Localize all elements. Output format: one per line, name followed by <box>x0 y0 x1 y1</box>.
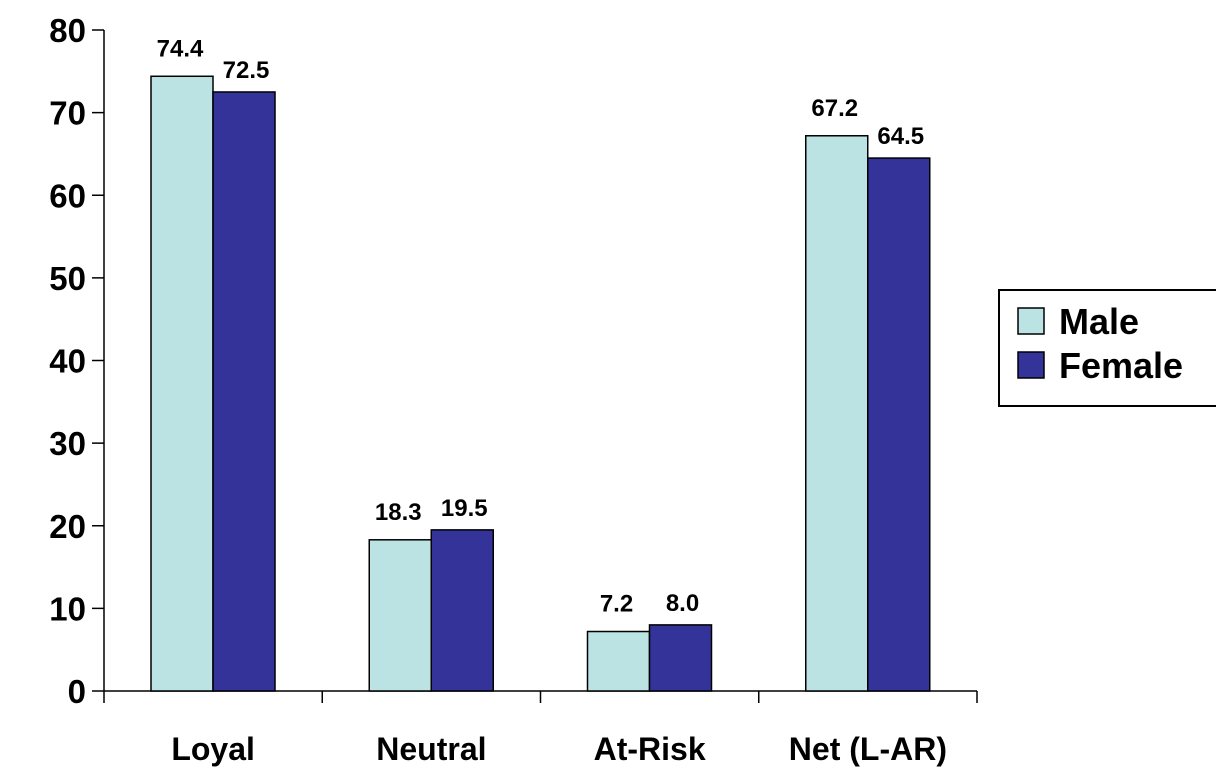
y-tick-label: 20 <box>49 508 86 545</box>
bar-female <box>430 529 494 692</box>
data-label: 19.5 <box>441 495 488 522</box>
x-axis: Loyal Neutral At-Risk Net (L-AR) <box>103 690 978 767</box>
bar-female <box>212 91 276 692</box>
bar-female <box>867 157 931 692</box>
x-tick-label: Loyal <box>171 731 255 767</box>
data-label: 64.5 <box>877 123 924 150</box>
data-labels: 74.4 18.3 7.2 67.2 72.5 19.5 8.0 64.5 <box>157 35 924 617</box>
data-label: 72.5 <box>223 57 270 84</box>
y-tick-label: 40 <box>49 343 86 380</box>
x-tick-label: At-Risk <box>594 731 706 767</box>
x-tick-label: Net (L-AR) <box>789 731 947 767</box>
legend-swatch <box>1017 307 1045 335</box>
y-tick-label: 60 <box>49 177 86 214</box>
bars <box>150 75 931 692</box>
bar-female <box>648 624 713 692</box>
y-tick-label: 80 <box>49 12 86 49</box>
data-label: 74.4 <box>157 35 204 62</box>
x-tick-label: Neutral <box>376 731 486 767</box>
data-label: 67.2 <box>811 95 858 122</box>
bar-male <box>586 630 651 692</box>
y-axis: 0 10 20 30 40 50 60 70 80 <box>49 12 105 710</box>
data-label: 8.0 <box>666 590 699 617</box>
bar-male <box>805 135 869 692</box>
bar-male <box>150 75 214 692</box>
y-tick-label: 10 <box>49 590 86 627</box>
data-label: 18.3 <box>375 499 422 526</box>
bar-male <box>368 539 432 692</box>
y-tick-label: 30 <box>49 425 86 462</box>
legend-label: Male <box>1059 301 1139 342</box>
y-tick-label: 70 <box>49 95 86 132</box>
data-label: 7.2 <box>600 591 633 618</box>
y-tick-label: 0 <box>68 673 86 710</box>
legend-swatch <box>1017 351 1045 379</box>
legend-label: Female <box>1059 345 1183 386</box>
y-tick-label: 50 <box>49 260 86 297</box>
